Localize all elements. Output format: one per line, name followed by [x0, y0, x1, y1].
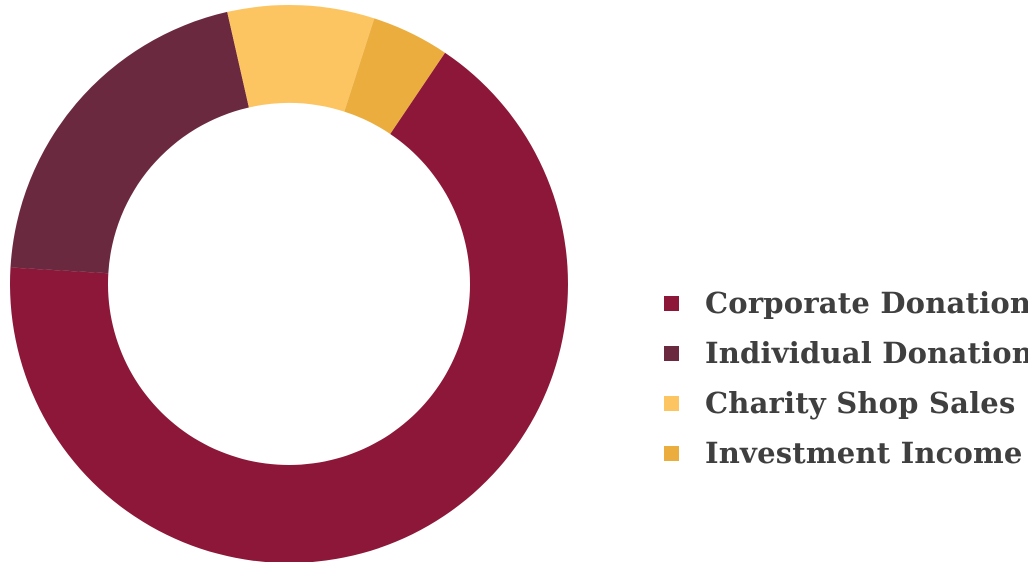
donut-chart	[10, 5, 568, 562]
legend-swatch-individual-donation	[664, 345, 679, 361]
legend-swatch-corporate-donation	[664, 295, 679, 311]
donut-slice-charity-shop-sales[interactable]	[227, 5, 375, 112]
legend-swatch-charity-shop-sales	[664, 395, 679, 411]
legend-label-investment-income: Investment Income	[705, 436, 1023, 470]
legend-swatch-investment-income	[664, 445, 679, 461]
legend-item-corporate-donation[interactable]: Corporate Donation	[664, 278, 1028, 328]
legend-label-corporate-donation: Corporate Donation	[705, 286, 1028, 320]
legend-label-charity-shop-sales: Charity Shop Sales	[705, 386, 1016, 420]
chart-legend: Corporate Donation Individual Donation C…	[664, 278, 1028, 478]
donut-slice-individual-donation[interactable]	[10, 11, 249, 274]
legend-item-charity-shop-sales[interactable]: Charity Shop Sales	[664, 378, 1028, 428]
legend-item-investment-income[interactable]: Investment Income	[664, 428, 1028, 478]
donut-slice-corporate-donation[interactable]	[10, 52, 568, 562]
donut-slice-investment-income[interactable]	[344, 18, 446, 134]
legend-item-individual-donation[interactable]: Individual Donation	[664, 328, 1028, 378]
legend-label-individual-donation: Individual Donation	[705, 336, 1028, 370]
